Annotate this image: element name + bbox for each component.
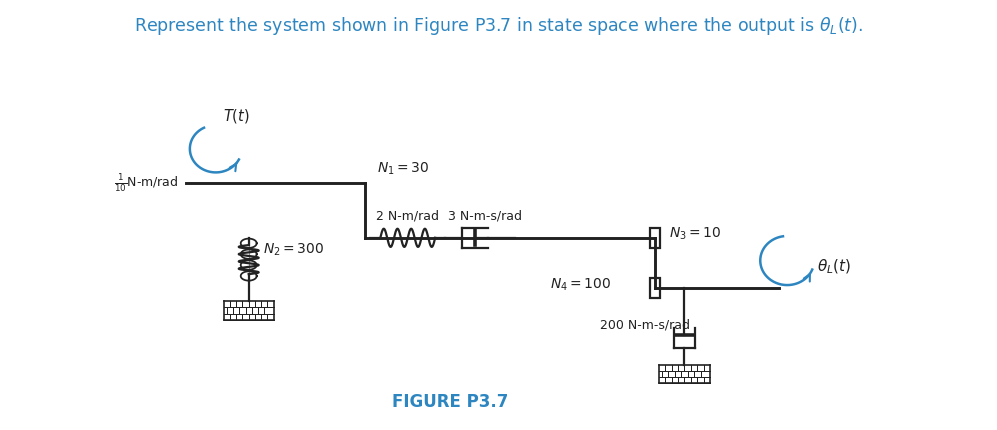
Bar [650, 228, 660, 248]
Text: $N_2 = 300$: $N_2 = 300$ [262, 241, 324, 257]
Text: $\frac{1}{10}$N-m/rad: $\frac{1}{10}$N-m/rad [114, 172, 177, 194]
Text: 3 N-m-s/rad: 3 N-m-s/rad [448, 209, 522, 222]
Text: $N_3 = 10$: $N_3 = 10$ [669, 226, 721, 242]
Text: $\theta_L(t)$: $\theta_L(t)$ [818, 257, 851, 276]
Text: $N_4 = 100$: $N_4 = 100$ [550, 276, 611, 293]
Text: $T(t)$: $T(t)$ [222, 107, 249, 125]
Text: 200 N-m-s/rad: 200 N-m-s/rad [600, 318, 690, 331]
Bar [650, 278, 660, 298]
Text: Represent the system shown in Figure P3.7 in state space where the output is $\t: Represent the system shown in Figure P3.… [134, 15, 863, 37]
Text: $N_1 = 30$: $N_1 = 30$ [377, 160, 430, 177]
Text: 2 N-m/rad: 2 N-m/rad [376, 209, 440, 222]
Text: FIGURE P3.7: FIGURE P3.7 [392, 393, 508, 411]
